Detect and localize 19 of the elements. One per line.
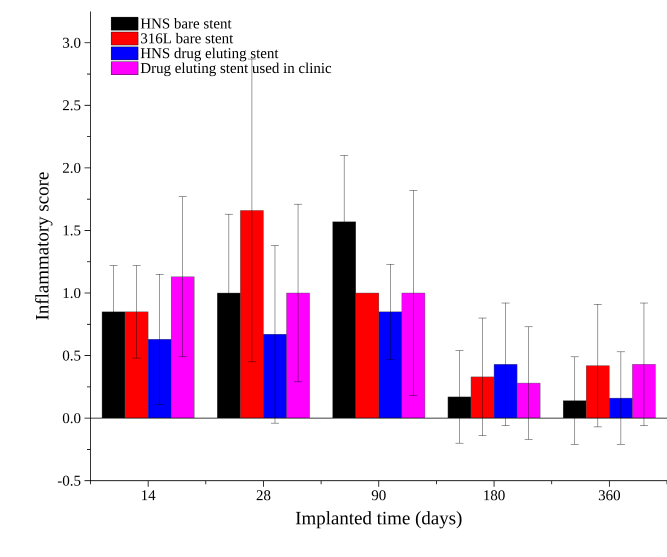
x-tick-label: 360 bbox=[598, 490, 620, 500]
x-axis-title: Implanted time (days) bbox=[296, 511, 462, 528]
legend-label: 316L bare stent bbox=[141, 32, 234, 44]
y-tick-label: 2.5 bbox=[62, 100, 80, 110]
y-tick-label: -0.5 bbox=[58, 476, 80, 486]
y-axis-title: Inflammatory score bbox=[35, 172, 52, 320]
y-tick-label: 2.0 bbox=[62, 162, 80, 173]
x-tick-label: 180 bbox=[484, 490, 505, 500]
legend-label: HNS bare stent bbox=[140, 18, 232, 29]
x-tick-label: 28 bbox=[256, 490, 270, 500]
y-tick-label: 3.0 bbox=[63, 38, 80, 48]
y-tick-label: 0.5 bbox=[62, 350, 80, 361]
y-tick-label: 1.0 bbox=[64, 288, 80, 298]
legend-label: HNS drug eluting stent bbox=[140, 48, 278, 62]
y-tick-label: 1.5 bbox=[64, 225, 80, 236]
legend-label: Drug eluting stent used in clinic bbox=[140, 62, 332, 76]
x-tick-label: 90 bbox=[372, 490, 386, 500]
x-tick-label: 14 bbox=[142, 490, 156, 500]
y-tick-label: 0.0 bbox=[62, 413, 80, 424]
